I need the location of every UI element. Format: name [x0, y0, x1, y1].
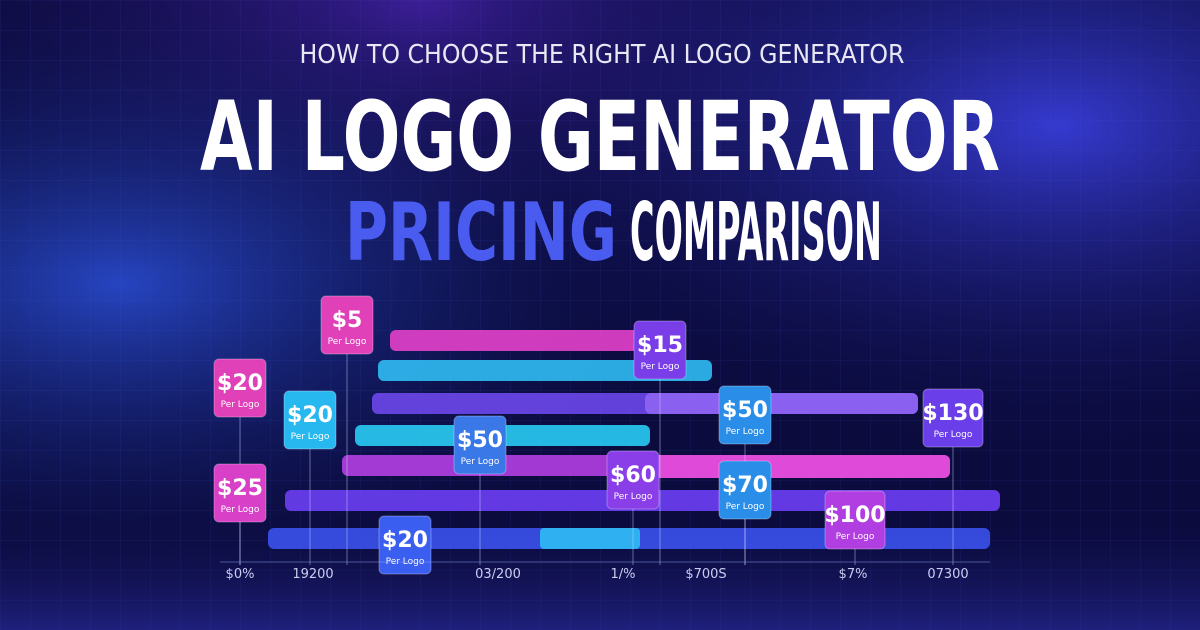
- tag-price: $25: [217, 476, 263, 501]
- title-highlight: PRICING: [345, 186, 617, 279]
- tag-price: $50: [722, 398, 768, 423]
- tag-note: Per Logo: [221, 400, 260, 410]
- tag: [606, 450, 660, 510]
- tag-note: Per Logo: [726, 502, 765, 512]
- tag: [213, 358, 267, 418]
- tag: [633, 320, 687, 380]
- axis-label: $700S: [685, 567, 726, 582]
- tag: [213, 463, 267, 523]
- tag-price: $70: [722, 473, 768, 498]
- tag-price: $100: [824, 503, 885, 528]
- bar-segment: [645, 393, 918, 414]
- tag: [824, 490, 886, 550]
- tag: [718, 385, 772, 445]
- tag-note: Per Logo: [614, 492, 653, 502]
- tag-price: $20: [287, 403, 333, 428]
- axis: $0% 19200 03/200 1/% $700S $7% 07300: [220, 561, 990, 582]
- tag-note: Per Logo: [641, 362, 680, 372]
- bar-segment: [650, 455, 950, 478]
- tag-note: Per Logo: [934, 430, 973, 440]
- tag-note: Per Logo: [328, 337, 367, 347]
- axis-label: 07300: [927, 567, 968, 582]
- title-rest: COMPARISON: [630, 186, 882, 279]
- kicker: HOW TO CHOOSE THE RIGHT AI LOGO GENERATO…: [300, 40, 905, 70]
- tag: [283, 390, 337, 450]
- tag-note: Per Logo: [461, 457, 500, 467]
- tag: [320, 295, 374, 355]
- tag: [378, 515, 432, 575]
- price-tags: $5 Per Logo $15 Per Logo $20 Per Logo $20 Per L…: [213, 295, 984, 575]
- tag-price: $20: [382, 528, 428, 553]
- title: AI LOGO GENERATOR: [200, 81, 1000, 193]
- bar-segment: [540, 528, 640, 549]
- tag: [922, 388, 984, 448]
- axis-label: 03/200: [475, 567, 521, 582]
- tag-note: Per Logo: [221, 505, 260, 515]
- tag-note: Per Logo: [836, 532, 875, 542]
- tag-price: $60: [610, 463, 656, 488]
- axis-label: 1/%: [610, 567, 635, 582]
- tag: [453, 415, 507, 475]
- axis-label: $7%: [839, 567, 868, 582]
- tag-note: Per Logo: [291, 432, 330, 442]
- tag: [718, 460, 772, 520]
- bar: [390, 330, 650, 351]
- tag-price: $5: [332, 308, 363, 333]
- tag-price: $130: [922, 401, 983, 426]
- axis-label: 19200: [292, 567, 333, 582]
- tag-price: $20: [217, 371, 263, 396]
- tag-note: Per Logo: [726, 427, 765, 437]
- tag-price: $50: [457, 428, 503, 453]
- tag-price: $15: [637, 333, 683, 358]
- axis-label: $0%: [226, 567, 255, 582]
- bar: [378, 360, 712, 381]
